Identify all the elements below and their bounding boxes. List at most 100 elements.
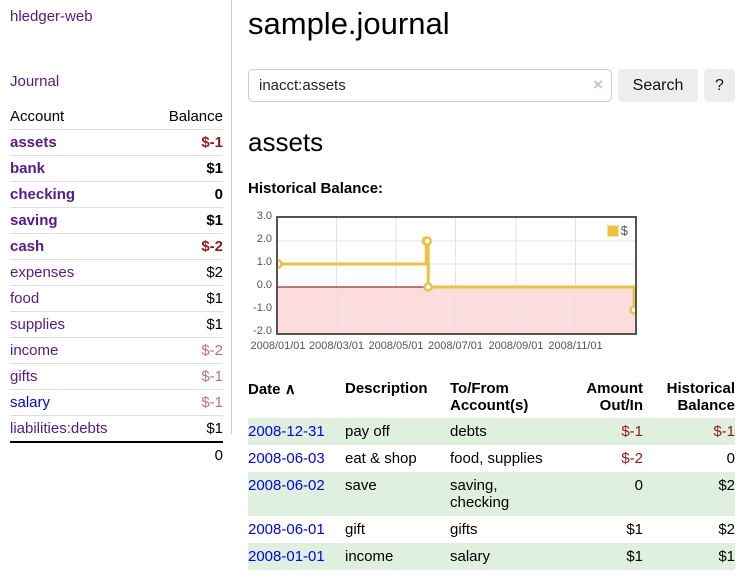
x-tick-label: 2008/07/01: [427, 340, 484, 352]
transaction-amount: $-1: [558, 418, 643, 445]
x-tick-label: 2008/05/01: [368, 340, 424, 352]
transaction-amount: 0: [558, 472, 643, 516]
transaction-date-link[interactable]: 2008-06-02: [248, 477, 325, 494]
search-button[interactable]: Search: [618, 69, 698, 102]
x-tick-label: 2008/01/01: [250, 340, 306, 352]
account-row: saving $1: [10, 207, 223, 234]
y-tick-label: -1.0: [253, 302, 272, 314]
account-balance: $1: [146, 415, 223, 442]
transaction-accounts: food, supplies: [450, 450, 543, 467]
help-button[interactable]: ?: [704, 69, 735, 102]
transaction-accounts: salary: [450, 543, 558, 570]
transaction-balance: $2: [643, 472, 735, 516]
table-row: 2008-12-31 pay off debts $-1 $-1: [248, 418, 735, 445]
col-header-description: Description: [345, 380, 428, 397]
account-link-cash[interactable]: cash: [10, 238, 45, 255]
accounts-total: 0: [146, 441, 223, 468]
transaction-accounts: saving, checking: [450, 472, 558, 516]
col-header-amount: Amount Out/In: [586, 380, 643, 414]
account-link-salary[interactable]: salary: [10, 394, 51, 411]
accounts-header-balance: Balance: [168, 108, 223, 125]
legend-swatch-icon: [606, 224, 619, 237]
y-tick-label: 0.0: [256, 279, 272, 291]
account-heading: assets: [248, 127, 324, 157]
account-row: gifts $-1: [10, 363, 223, 390]
transaction-description: gift: [345, 521, 366, 538]
account-row: bank $1: [10, 155, 223, 182]
account-row: salary $-1: [10, 389, 223, 416]
table-row: 2008-06-02 save saving, checking 0 $2: [248, 472, 735, 516]
chart-canvas: [278, 218, 635, 333]
col-header-date[interactable]: Date ∧: [248, 381, 296, 398]
transaction-description: eat & shop: [345, 450, 417, 467]
table-row: 2008-01-01 income salary $1 $1: [248, 543, 735, 570]
account-balance: $2: [146, 259, 223, 286]
y-tick-label: 1.0: [256, 256, 272, 268]
main-content: sample.journal × Search ? assets Histori…: [248, 0, 735, 570]
chart-title: Historical Balance:: [248, 180, 384, 197]
x-tick-label: 2008/09/01: [488, 340, 544, 352]
register-header-row: Date ∧ Description To/From Account(s) Am…: [248, 376, 735, 418]
accounts-header-account: Account: [10, 108, 65, 125]
account-link-food[interactable]: food: [10, 290, 40, 307]
table-row: 2008-06-01 gift gifts $1 $2: [248, 516, 735, 543]
account-link-income[interactable]: income: [10, 342, 59, 359]
transaction-date-link[interactable]: 2008-06-03: [248, 450, 325, 467]
account-row: checking 0: [10, 181, 223, 208]
account-link-checking[interactable]: checking: [10, 186, 76, 203]
account-row: food $1: [10, 285, 223, 312]
transaction-date-link[interactable]: 2008-01-01: [248, 548, 325, 565]
account-row: income $-2: [10, 337, 223, 364]
accounts-total-row: 0: [10, 441, 223, 468]
account-row: assets $-1: [10, 129, 223, 156]
chart-plot-area: $: [276, 216, 637, 335]
account-balance: $-1: [146, 129, 223, 156]
legend-label: $: [620, 223, 628, 238]
transaction-date-link[interactable]: 2008-06-01: [248, 521, 325, 538]
clear-search-icon[interactable]: ×: [593, 75, 603, 94]
transaction-amount: $1: [626, 521, 643, 538]
account-balance: $-2: [146, 337, 223, 364]
y-tick-label: 2.0: [256, 233, 272, 245]
transaction-accounts: debts: [450, 418, 558, 445]
sidebar: hledger-web Journal Account Balance asse…: [0, 0, 232, 468]
col-header-balance: Historical Balance: [666, 380, 735, 414]
account-link-supplies[interactable]: supplies: [10, 316, 66, 333]
historical-balance-chart: $ 3.0 2.0 1.0 0.0 -1.0 -2.0 2008/01/01 2008/03/…: [248, 209, 735, 355]
account-link-saving[interactable]: saving: [10, 212, 58, 229]
x-tick-label: 2008/03/01: [308, 340, 365, 352]
account-link-gifts[interactable]: gifts: [10, 368, 38, 385]
register-table: Date ∧ Description To/From Account(s) Am…: [248, 376, 735, 570]
page-title: sample.journal: [248, 6, 450, 41]
chart-legend: $: [604, 222, 630, 239]
table-row: 2008-06-03 eat & shop food, supplies $-2…: [248, 445, 735, 472]
transaction-description: pay off: [345, 418, 450, 445]
transaction-balance: $2: [718, 521, 735, 538]
search-input[interactable]: [248, 69, 612, 102]
transaction-amount: $-2: [621, 450, 643, 467]
account-row: cash $-2: [10, 233, 223, 260]
account-balance: $1: [146, 285, 223, 312]
accounts-table: Account Balance assets $-1 bank $1 checkin…: [10, 104, 223, 468]
account-balance: $1: [146, 311, 223, 338]
account-balance: 0: [146, 181, 223, 208]
account-row: supplies $1: [10, 311, 223, 338]
account-row: expenses $2: [10, 259, 223, 286]
transaction-description: save: [345, 472, 450, 516]
account-link-liabilities-debts[interactable]: liabilities:debts: [10, 420, 108, 437]
transaction-description: income: [345, 543, 450, 570]
account-balance: $-2: [146, 233, 223, 260]
transaction-date-link[interactable]: 2008-12-31: [248, 423, 325, 440]
transaction-balance: $1: [643, 543, 735, 570]
account-link-bank[interactable]: bank: [10, 160, 46, 177]
y-tick-label: -2.0: [253, 325, 272, 337]
account-link-expenses[interactable]: expenses: [10, 264, 75, 281]
transaction-accounts: gifts: [450, 521, 478, 538]
app-title-link[interactable]: hledger-web: [10, 8, 93, 25]
account-link-assets[interactable]: assets: [10, 134, 57, 151]
sort-asc-icon: ∧: [284, 381, 296, 398]
search-form: × Search ?: [248, 69, 735, 102]
account-balance: $1: [146, 207, 223, 234]
sidebar-item-journal[interactable]: Journal: [10, 73, 60, 90]
x-tick-label: 2008/11/01: [548, 340, 603, 352]
